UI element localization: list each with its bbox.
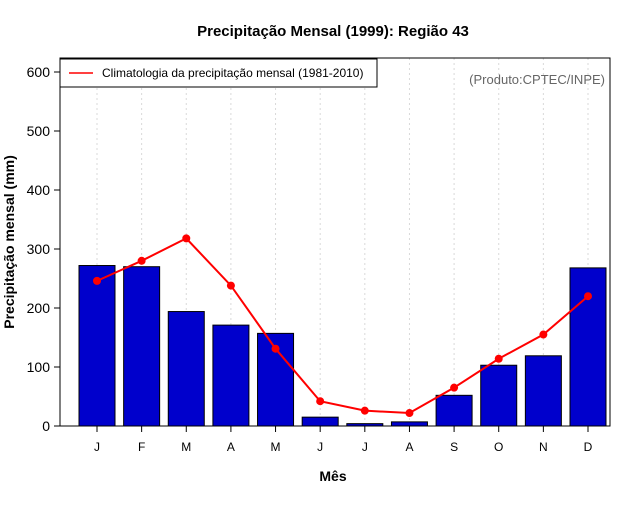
y-tick-label: 500	[27, 123, 51, 139]
bar-3	[167, 311, 205, 427]
climatology-point-1	[93, 276, 101, 285]
x-tick-label: M	[181, 440, 191, 454]
x-axis-label: Mês	[319, 468, 346, 484]
climatology-point-6	[316, 397, 325, 406]
legend: Climatologia da precipitação mensal (198…	[59, 58, 378, 88]
climatology-point-10	[494, 354, 503, 363]
bar-9	[435, 394, 473, 427]
x-tick-label: M	[271, 440, 281, 454]
x-tick-label: J	[362, 440, 368, 454]
y-tick-label: 600	[27, 64, 51, 80]
legend-entry-climatology: Climatologia da precipitação mensal (198…	[102, 66, 363, 80]
source-annotation: (Produto:CPTEC/INPE)	[469, 72, 605, 87]
bar-8	[390, 421, 428, 427]
climatology-point-2	[137, 256, 146, 265]
plot-frame	[59, 57, 611, 427]
x-tick-label: J	[94, 440, 100, 454]
climatology-point-9	[450, 383, 459, 392]
climatology-line	[96, 237, 589, 415]
y-tick-label: 100	[27, 359, 51, 375]
climatology-point-8	[405, 409, 414, 418]
climatology-point-12	[584, 292, 592, 301]
x-tick-label: J	[317, 440, 323, 454]
bar-11	[524, 355, 562, 427]
bar-1	[78, 265, 116, 427]
y-tick-label: 200	[27, 300, 51, 316]
x-tick-label: O	[494, 440, 503, 454]
bar-4	[212, 324, 250, 427]
x-tick-label: S	[450, 440, 458, 454]
y-tick-label: 400	[27, 182, 51, 198]
x-tick-label: A	[405, 440, 413, 454]
y-tick-label: 300	[27, 241, 51, 257]
climatology-line-series	[93, 234, 592, 418]
bar-series	[78, 265, 607, 427]
bar-12	[569, 267, 607, 427]
x-tick-label: F	[138, 440, 145, 454]
climatology-point-5	[271, 344, 280, 353]
bar-2	[123, 266, 161, 427]
x-tick-label: A	[227, 440, 235, 454]
climatology-point-7	[360, 406, 369, 415]
legend-box	[59, 58, 378, 88]
bar-10	[480, 364, 518, 427]
chart-title: Precipitação Mensal (1999): Região 43	[197, 23, 469, 40]
x-tick-label: N	[539, 440, 548, 454]
climatology-point-3	[182, 234, 191, 243]
climatology-point-11	[539, 330, 548, 339]
climatology-point-4	[226, 281, 235, 290]
y-axis-ticks: 0 100 200 300 400 500 600	[27, 64, 60, 434]
y-axis-label: Precipitação mensal (mm)	[1, 155, 17, 329]
y-tick-label: 0	[42, 418, 50, 434]
bar-6	[301, 416, 339, 427]
x-tick-label: D	[584, 440, 593, 454]
